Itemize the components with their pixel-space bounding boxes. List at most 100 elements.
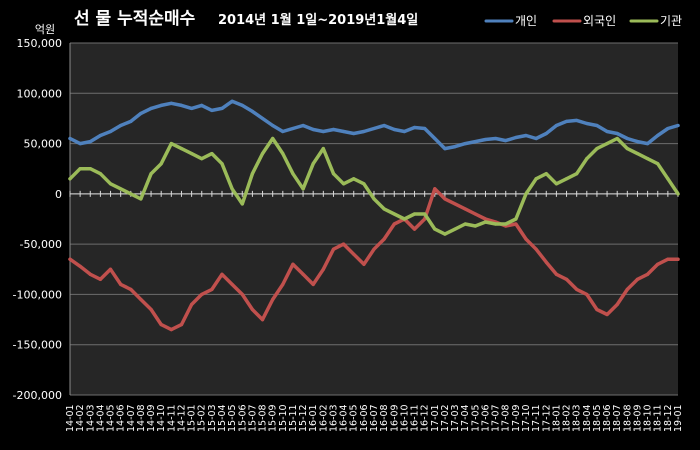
data-point-외국인 (554, 272, 559, 276)
data-point-외국인 (352, 252, 356, 256)
data-point-개인 (453, 144, 457, 149)
x-tick-label: 14-02 (75, 404, 86, 432)
axes: 150,000 100,000 50,000 0 -50,000 -100,000 -150… (13, 37, 684, 432)
data-point-외국인 (291, 262, 295, 266)
x-tick-label: 15-07 (247, 404, 258, 432)
x-tick-label: 14-08 (136, 404, 147, 432)
x-tick-label: 18-08 (622, 404, 633, 432)
y-tick-label: 0 (55, 188, 62, 201)
data-point-기관 (88, 167, 92, 171)
data-point-기관 (301, 187, 305, 191)
data-point-개인 (585, 121, 589, 126)
data-point-외국인 (412, 227, 417, 231)
data-point-기관 (210, 152, 214, 156)
data-point-기관 (291, 172, 295, 176)
data-point-외국인 (321, 267, 325, 271)
data-point-기관 (443, 232, 447, 236)
x-tick-label: 15-02 (197, 404, 208, 432)
data-point-기관 (676, 192, 680, 196)
data-point-기관 (666, 177, 670, 181)
data-point-외국인 (392, 222, 396, 226)
x-tick-label: 18-09 (632, 404, 643, 432)
x-tick-label: 16-06 (359, 404, 370, 432)
x-tick-label: 17-02 (440, 404, 451, 432)
data-point-외국인 (483, 217, 488, 221)
x-tick-label: 14-01 (65, 404, 76, 432)
data-point-외국인 (149, 307, 153, 312)
x-tick-label: 14-03 (85, 404, 96, 432)
y-tick-label: -150,000 (13, 339, 62, 352)
data-point-개인 (281, 129, 285, 134)
data-point-외국인 (676, 257, 680, 261)
data-point-개인 (352, 131, 356, 136)
data-point-기관 (646, 157, 650, 161)
x-tick-label: 14-10 (156, 404, 167, 432)
data-point-기관 (230, 187, 234, 191)
data-point-외국인 (564, 277, 569, 281)
data-point-외국인 (534, 247, 538, 251)
data-point-개인 (311, 127, 315, 132)
data-point-기관 (352, 177, 356, 181)
legend: 개인 외국인 기관 (484, 14, 682, 28)
data-point-기관 (190, 152, 194, 156)
x-tick-label: 18-02 (562, 404, 573, 432)
data-point-외국인 (190, 302, 194, 307)
x-tick-label: 14-06 (116, 404, 127, 432)
data-point-개인 (200, 103, 204, 107)
y-tick-label: -200,000 (13, 389, 62, 402)
data-point-기관 (331, 172, 336, 176)
data-point-외국인 (585, 292, 589, 297)
data-point-기관 (281, 152, 285, 156)
data-point-외국인 (524, 237, 528, 241)
data-point-외국인 (443, 197, 447, 201)
data-point-기관 (311, 162, 315, 166)
data-point-기관 (605, 141, 609, 146)
data-point-기관 (423, 212, 427, 216)
y-tick-label: 50,000 (24, 138, 63, 151)
data-point-기관 (473, 224, 477, 228)
data-point-기관 (656, 162, 660, 166)
data-point-외국인 (68, 257, 72, 261)
series-lines (68, 99, 680, 332)
data-point-개인 (463, 141, 467, 146)
data-point-개인 (169, 101, 173, 105)
data-point-외국인 (514, 222, 518, 226)
data-point-개인 (483, 137, 488, 142)
y-tick-label: -100,000 (13, 288, 62, 301)
data-point-개인 (250, 109, 254, 113)
x-tick-label: 15-06 (237, 404, 248, 432)
data-point-외국인 (311, 282, 315, 286)
data-point-기관 (362, 182, 366, 186)
data-point-외국인 (635, 277, 640, 281)
data-point-개인 (331, 127, 336, 132)
data-point-개인 (412, 125, 417, 130)
data-point-외국인 (78, 264, 82, 268)
data-point-외국인 (463, 207, 467, 211)
data-point-기관 (98, 172, 102, 176)
data-point-기관 (139, 197, 143, 201)
data-point-외국인 (433, 187, 437, 191)
data-point-개인 (108, 129, 113, 134)
data-point-외국인 (230, 282, 234, 286)
x-tick-label: 18-04 (582, 404, 593, 432)
data-point-기관 (544, 172, 548, 176)
data-point-개인 (372, 126, 376, 131)
data-point-기관 (250, 172, 254, 176)
x-tick-label: 18-07 (612, 404, 623, 432)
data-point-개인 (615, 131, 619, 136)
data-point-기관 (625, 147, 629, 151)
x-tick-label: 16-01 (308, 404, 319, 432)
data-point-개인 (504, 138, 508, 143)
data-point-개인 (149, 106, 153, 110)
x-tick-label: 17-01 (430, 404, 441, 432)
x-tick-label: 17-12 (541, 404, 552, 432)
x-tick-label: 15-08 (258, 404, 269, 432)
data-point-기관 (524, 192, 528, 196)
data-point-개인 (443, 147, 447, 151)
data-point-개인 (78, 141, 82, 146)
data-point-개인 (129, 119, 133, 124)
data-point-외국인 (362, 262, 366, 266)
data-point-개인 (595, 123, 599, 128)
data-point-외국인 (98, 277, 102, 281)
x-tick-label: 18-10 (643, 404, 654, 432)
